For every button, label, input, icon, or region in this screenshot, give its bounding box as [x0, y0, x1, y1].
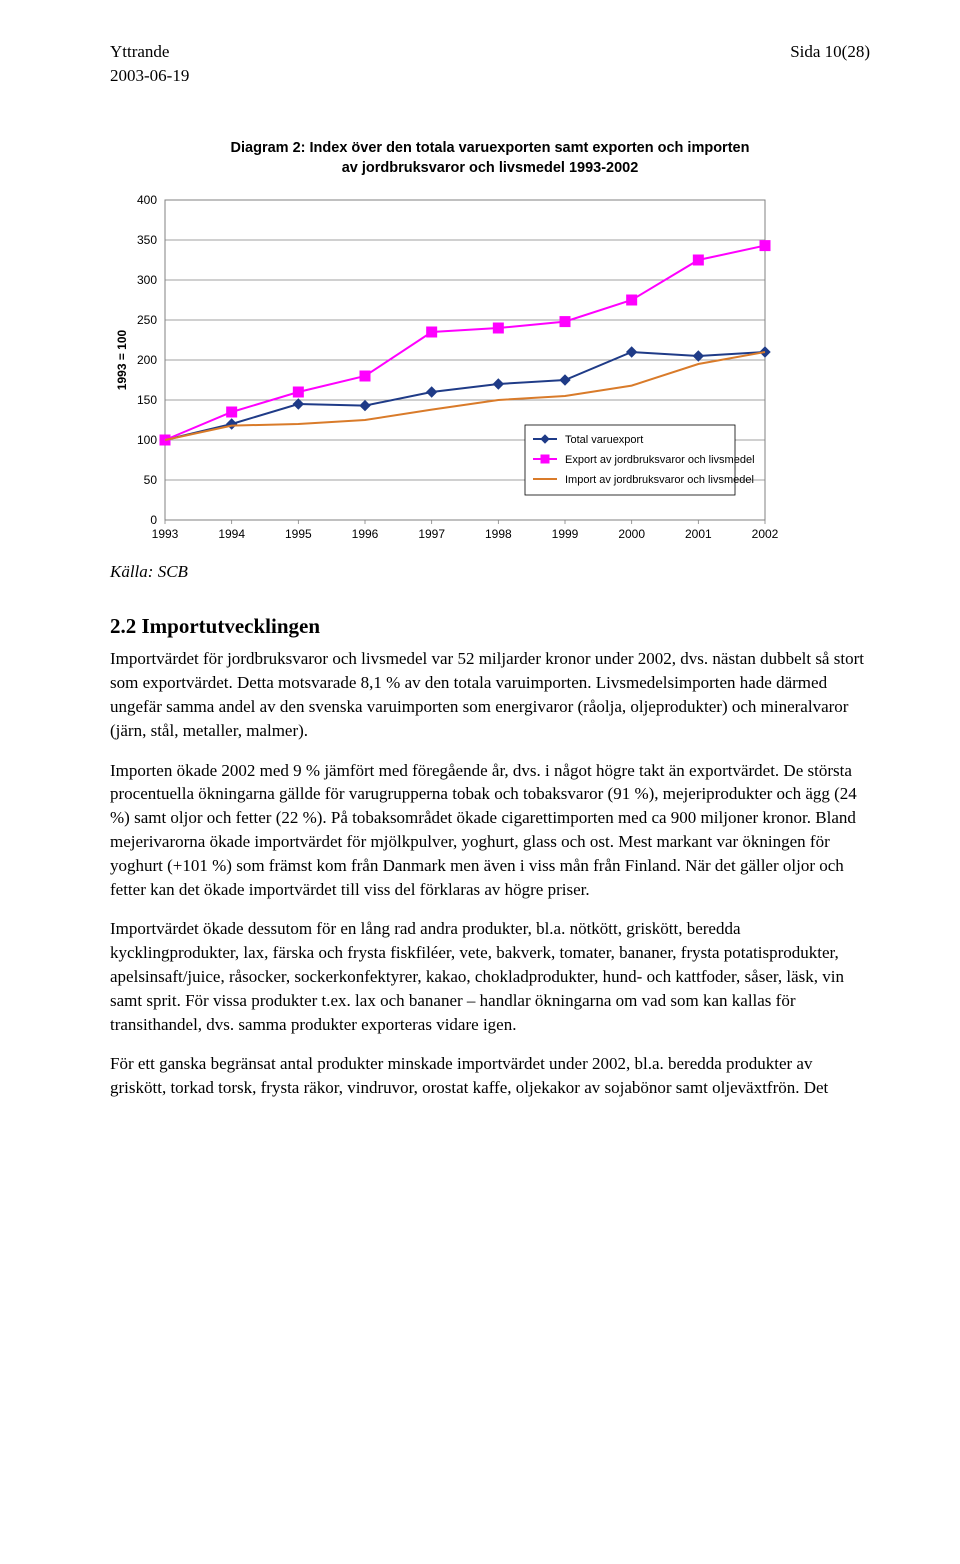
svg-text:50: 50 — [144, 473, 158, 487]
svg-text:300: 300 — [137, 273, 157, 287]
header-left: Yttrande 2003-06-19 — [110, 40, 189, 88]
svg-text:200: 200 — [137, 353, 157, 367]
svg-text:Total varuexport: Total varuexport — [565, 434, 643, 446]
chart-title: Diagram 2: Index över den totala varuexp… — [230, 138, 750, 179]
svg-text:350: 350 — [137, 233, 157, 247]
svg-text:0: 0 — [150, 513, 157, 527]
svg-text:2002: 2002 — [752, 527, 779, 541]
section-heading: 2.2 Importutvecklingen — [110, 612, 870, 641]
body-paragraph: Importvärdet för jordbruksvaror och livs… — [110, 647, 870, 742]
svg-text:1997: 1997 — [418, 527, 445, 541]
svg-text:2000: 2000 — [618, 527, 645, 541]
header-date: 2003-06-19 — [110, 64, 189, 88]
svg-text:1995: 1995 — [285, 527, 312, 541]
diagram-2-chart: Diagram 2: Index över den totala varuexp… — [110, 138, 870, 551]
svg-text:2001: 2001 — [685, 527, 712, 541]
svg-text:250: 250 — [137, 313, 157, 327]
svg-text:150: 150 — [137, 393, 157, 407]
svg-text:1993: 1993 — [152, 527, 179, 541]
body-paragraph: Importen ökade 2002 med 9 % jämfört med … — [110, 759, 870, 902]
svg-text:1996: 1996 — [352, 527, 379, 541]
body-paragraph: Importvärdet ökade dessutom för en lång … — [110, 917, 870, 1036]
svg-text:100: 100 — [137, 433, 157, 447]
body-paragraph: För ett ganska begränsat antal produkter… — [110, 1052, 870, 1100]
svg-text:1998: 1998 — [485, 527, 512, 541]
svg-text:Export av jordbruksvaror och l: Export av jordbruksvaror och livsmedel — [565, 454, 755, 466]
header-page-number: Sida 10(28) — [790, 40, 870, 88]
svg-text:Import av jordbruksvaror och l: Import av jordbruksvaror och livsmedel — [565, 474, 754, 486]
svg-text:1999: 1999 — [552, 527, 579, 541]
svg-text:1994: 1994 — [218, 527, 245, 541]
page-header: Yttrande 2003-06-19 Sida 10(28) — [110, 40, 870, 88]
header-doc-type: Yttrande — [110, 40, 189, 64]
svg-text:1993 = 100: 1993 = 100 — [115, 330, 129, 391]
svg-text:400: 400 — [137, 193, 157, 207]
chart-svg: 0 50 100 150 200 250 300 350 400 1993 1994 1995 1996… — [110, 190, 785, 550]
chart-source: Källa: SCB — [110, 560, 870, 584]
